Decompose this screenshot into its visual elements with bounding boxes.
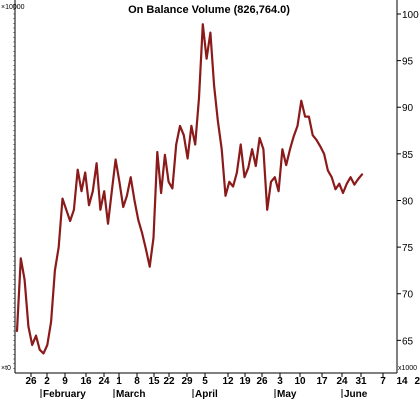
x-tick-label: 19	[239, 376, 251, 387]
x-tick-label: 29	[181, 376, 193, 387]
x-tick-label: 15	[148, 376, 160, 387]
x-tick-label: 8	[134, 376, 140, 387]
right-tick-label: 70	[402, 290, 414, 301]
x-tick-label: 2	[44, 376, 50, 387]
right-tick-label: 90	[402, 103, 414, 114]
right-tick-label: 95	[402, 57, 414, 68]
month-label: March	[116, 389, 145, 400]
x-tick-label: 22	[163, 376, 175, 387]
x-tick-label: 12	[222, 376, 234, 387]
obv-series-line	[15, 23, 364, 355]
x-tick-label: 7	[380, 376, 386, 387]
x-tick-label: 31	[355, 376, 367, 387]
month-label: April	[195, 389, 218, 400]
x-tick-label: 9	[62, 376, 68, 387]
x-tick-label: 14	[396, 376, 408, 387]
x-tick-label: 16	[80, 376, 92, 387]
x-axis: 2629162418152229512192631017243171421Feb…	[25, 373, 420, 400]
x-tick-label: 26	[256, 376, 268, 387]
x-tick-label: 5	[202, 376, 208, 387]
right-tick-label: 75	[402, 243, 414, 254]
right-tick-label: 65	[402, 336, 414, 347]
left-bottom-label: ×t0	[1, 365, 11, 372]
series-layer	[15, 23, 364, 355]
x-tick-label: 24	[336, 376, 348, 387]
month-label: June	[344, 389, 368, 400]
plot-area	[15, 0, 397, 373]
y-unit-label: x1000	[398, 365, 417, 372]
x-tick-label: 17	[316, 376, 328, 387]
right-tick-label: 85	[402, 150, 414, 161]
x-tick-label: 21	[414, 376, 420, 387]
x-tick-label: 24	[98, 376, 110, 387]
x-tick-label: 1	[116, 376, 122, 387]
month-label: May	[277, 389, 297, 400]
month-label: February	[43, 389, 86, 400]
right-axis: 65 70 75 80 85 90 95 100	[397, 10, 419, 347]
x-tick-label: 3	[277, 376, 283, 387]
left-top-label: ×10000	[1, 4, 25, 11]
x-tick-label: 26	[25, 376, 37, 387]
chart-title: On Balance Volume (826,764.0)	[128, 4, 290, 16]
x-tick-label: 10	[294, 376, 306, 387]
right-tick-label: 100	[402, 10, 419, 21]
right-tick-label: 80	[402, 196, 414, 207]
